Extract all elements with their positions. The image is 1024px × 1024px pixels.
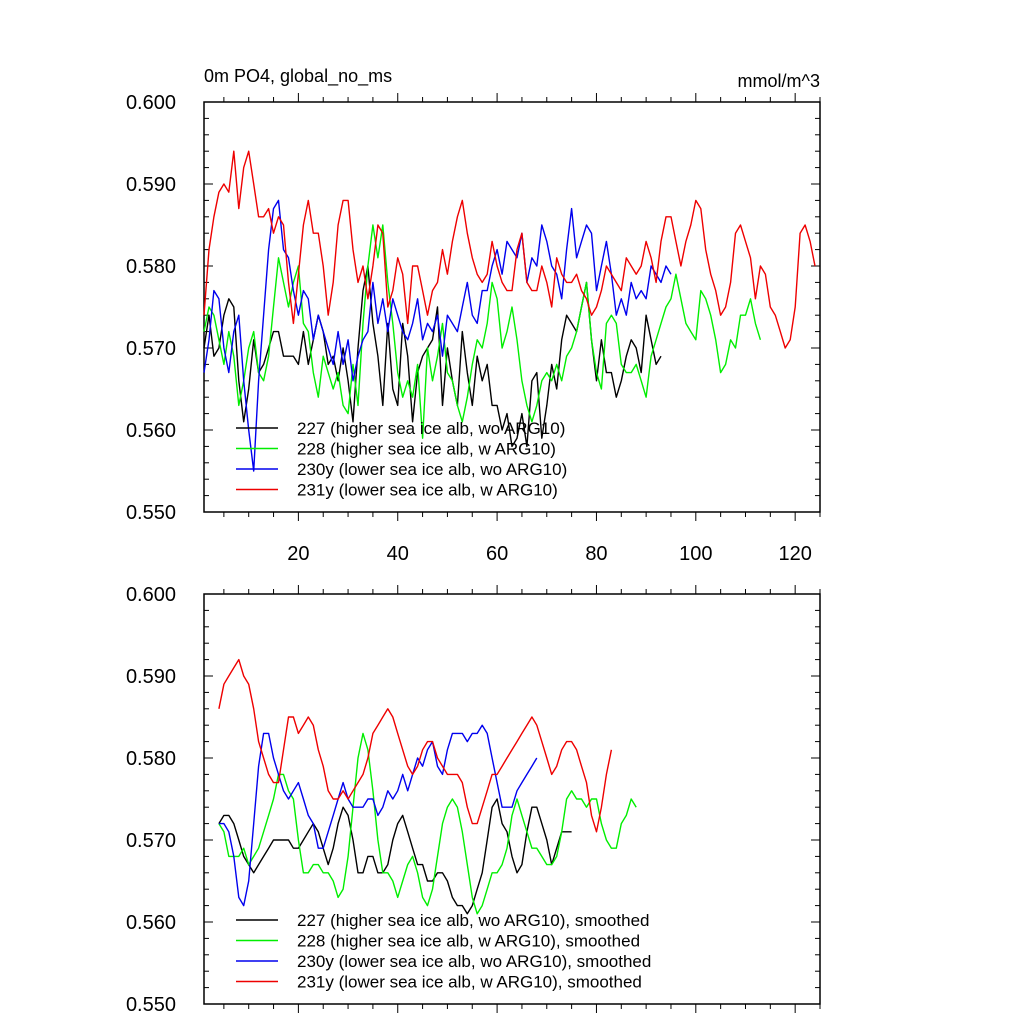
y-tick-label: 0.580 [126,748,176,770]
x-tick-label: 80 [585,543,607,565]
top-chart-panel: 0.600 0.590 0.580 0.570 0.560 0.550 20 40 60 80 10… [126,92,821,565]
legend-label-1: 228 (higher sea ice alb, w ARG10) [297,440,556,459]
series-line-0 [218,798,572,915]
top-title-left: 0m PO4, global_no_ms [204,66,392,87]
y-tick-label: 0.550 [126,994,176,1016]
y-tick-label: 0.600 [126,92,176,114]
series-line-1 [203,224,762,439]
y-tick-label: 0.560 [126,912,176,934]
top-title-right: mmol/m^3 [738,71,820,91]
x-tick-label: 20 [287,543,309,565]
series-line-3 [203,150,816,349]
y-tick-label: 0.570 [126,830,176,852]
plot-frame [203,593,821,1005]
x-tick-label: 120 [778,543,811,565]
series-line-2 [203,199,672,472]
y-tick-label: 0.560 [126,420,176,442]
y-tick-label: 0.590 [126,666,176,688]
x-tick-label: 40 [387,543,409,565]
x-tick-label: 60 [486,543,508,565]
y-tick-label: 0.590 [126,174,176,196]
series-line-1 [218,732,637,915]
legend-label-3: 231y (lower sea ice alb, w ARG10) [297,481,558,500]
series-line-3 [218,658,613,833]
x-tick-label: 100 [679,543,712,565]
y-tick-label: 0.550 [126,502,176,524]
legend-label-1: 228 (higher sea ice alb, w ARG10), smoot… [297,932,640,951]
legend-label-0: 227 (higher sea ice alb, wo ARG10), smoo… [297,911,649,930]
legend-label-2: 230y (lower sea ice alb, wo ARG10) [297,460,567,479]
series-line-2 [218,724,538,907]
legend-label-3: 231y (lower sea ice alb, w ARG10), smoot… [297,973,642,992]
bottom-chart-panel: 0.600 0.590 0.580 0.570 0.560 0.550 227 (highe… [126,584,821,1016]
y-tick-label: 0.600 [126,584,176,606]
y-tick-label: 0.570 [126,338,176,360]
legend-label-0: 227 (higher sea ice alb, wo ARG10) [297,419,565,438]
y-tick-label: 0.580 [126,256,176,278]
legend-label-2: 230y (lower sea ice alb, wo ARG10), smoo… [297,952,651,971]
